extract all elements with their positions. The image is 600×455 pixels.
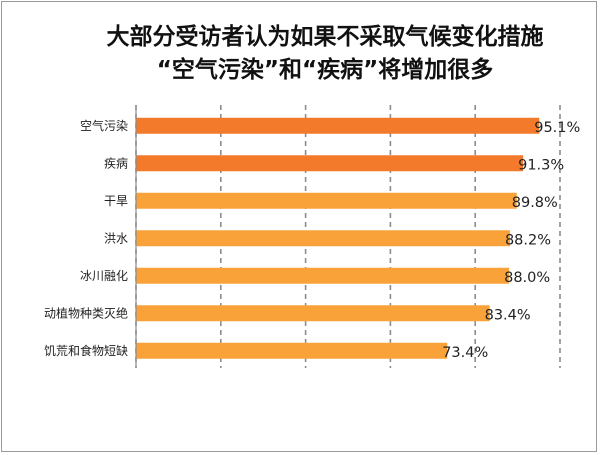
value-label: 91.3% <box>518 157 564 173</box>
bar <box>136 267 510 284</box>
bar <box>136 192 517 209</box>
category-label: 疾病 <box>104 155 128 170</box>
value-label: 73.4% <box>442 345 488 361</box>
bar <box>136 155 524 172</box>
value-label: 83.4% <box>485 307 531 323</box>
bar <box>136 342 448 359</box>
category-label: 饥荒和食物短缺 <box>44 343 128 358</box>
category-label: 干旱 <box>104 194 128 208</box>
category-label: 动植物种类灭绝 <box>44 305 128 320</box>
category-label: 空气污染 <box>80 118 128 133</box>
value-label: 88.0% <box>504 270 550 286</box>
chart-title-line-1: 大部分受访者认为如果不采取气候变化措施 <box>106 24 544 50</box>
chart-title-line-2: “空气污染”和“疾病”将增加很多 <box>156 57 494 83</box>
category-label: 洪水 <box>104 231 128 245</box>
value-label: 89.8% <box>512 195 558 211</box>
bar <box>136 230 510 247</box>
bar <box>136 305 490 322</box>
value-label: 88.2% <box>505 232 551 248</box>
bar <box>136 117 540 134</box>
value-label: 95.1% <box>534 120 580 136</box>
category-label: 冰川融化 <box>80 269 128 283</box>
